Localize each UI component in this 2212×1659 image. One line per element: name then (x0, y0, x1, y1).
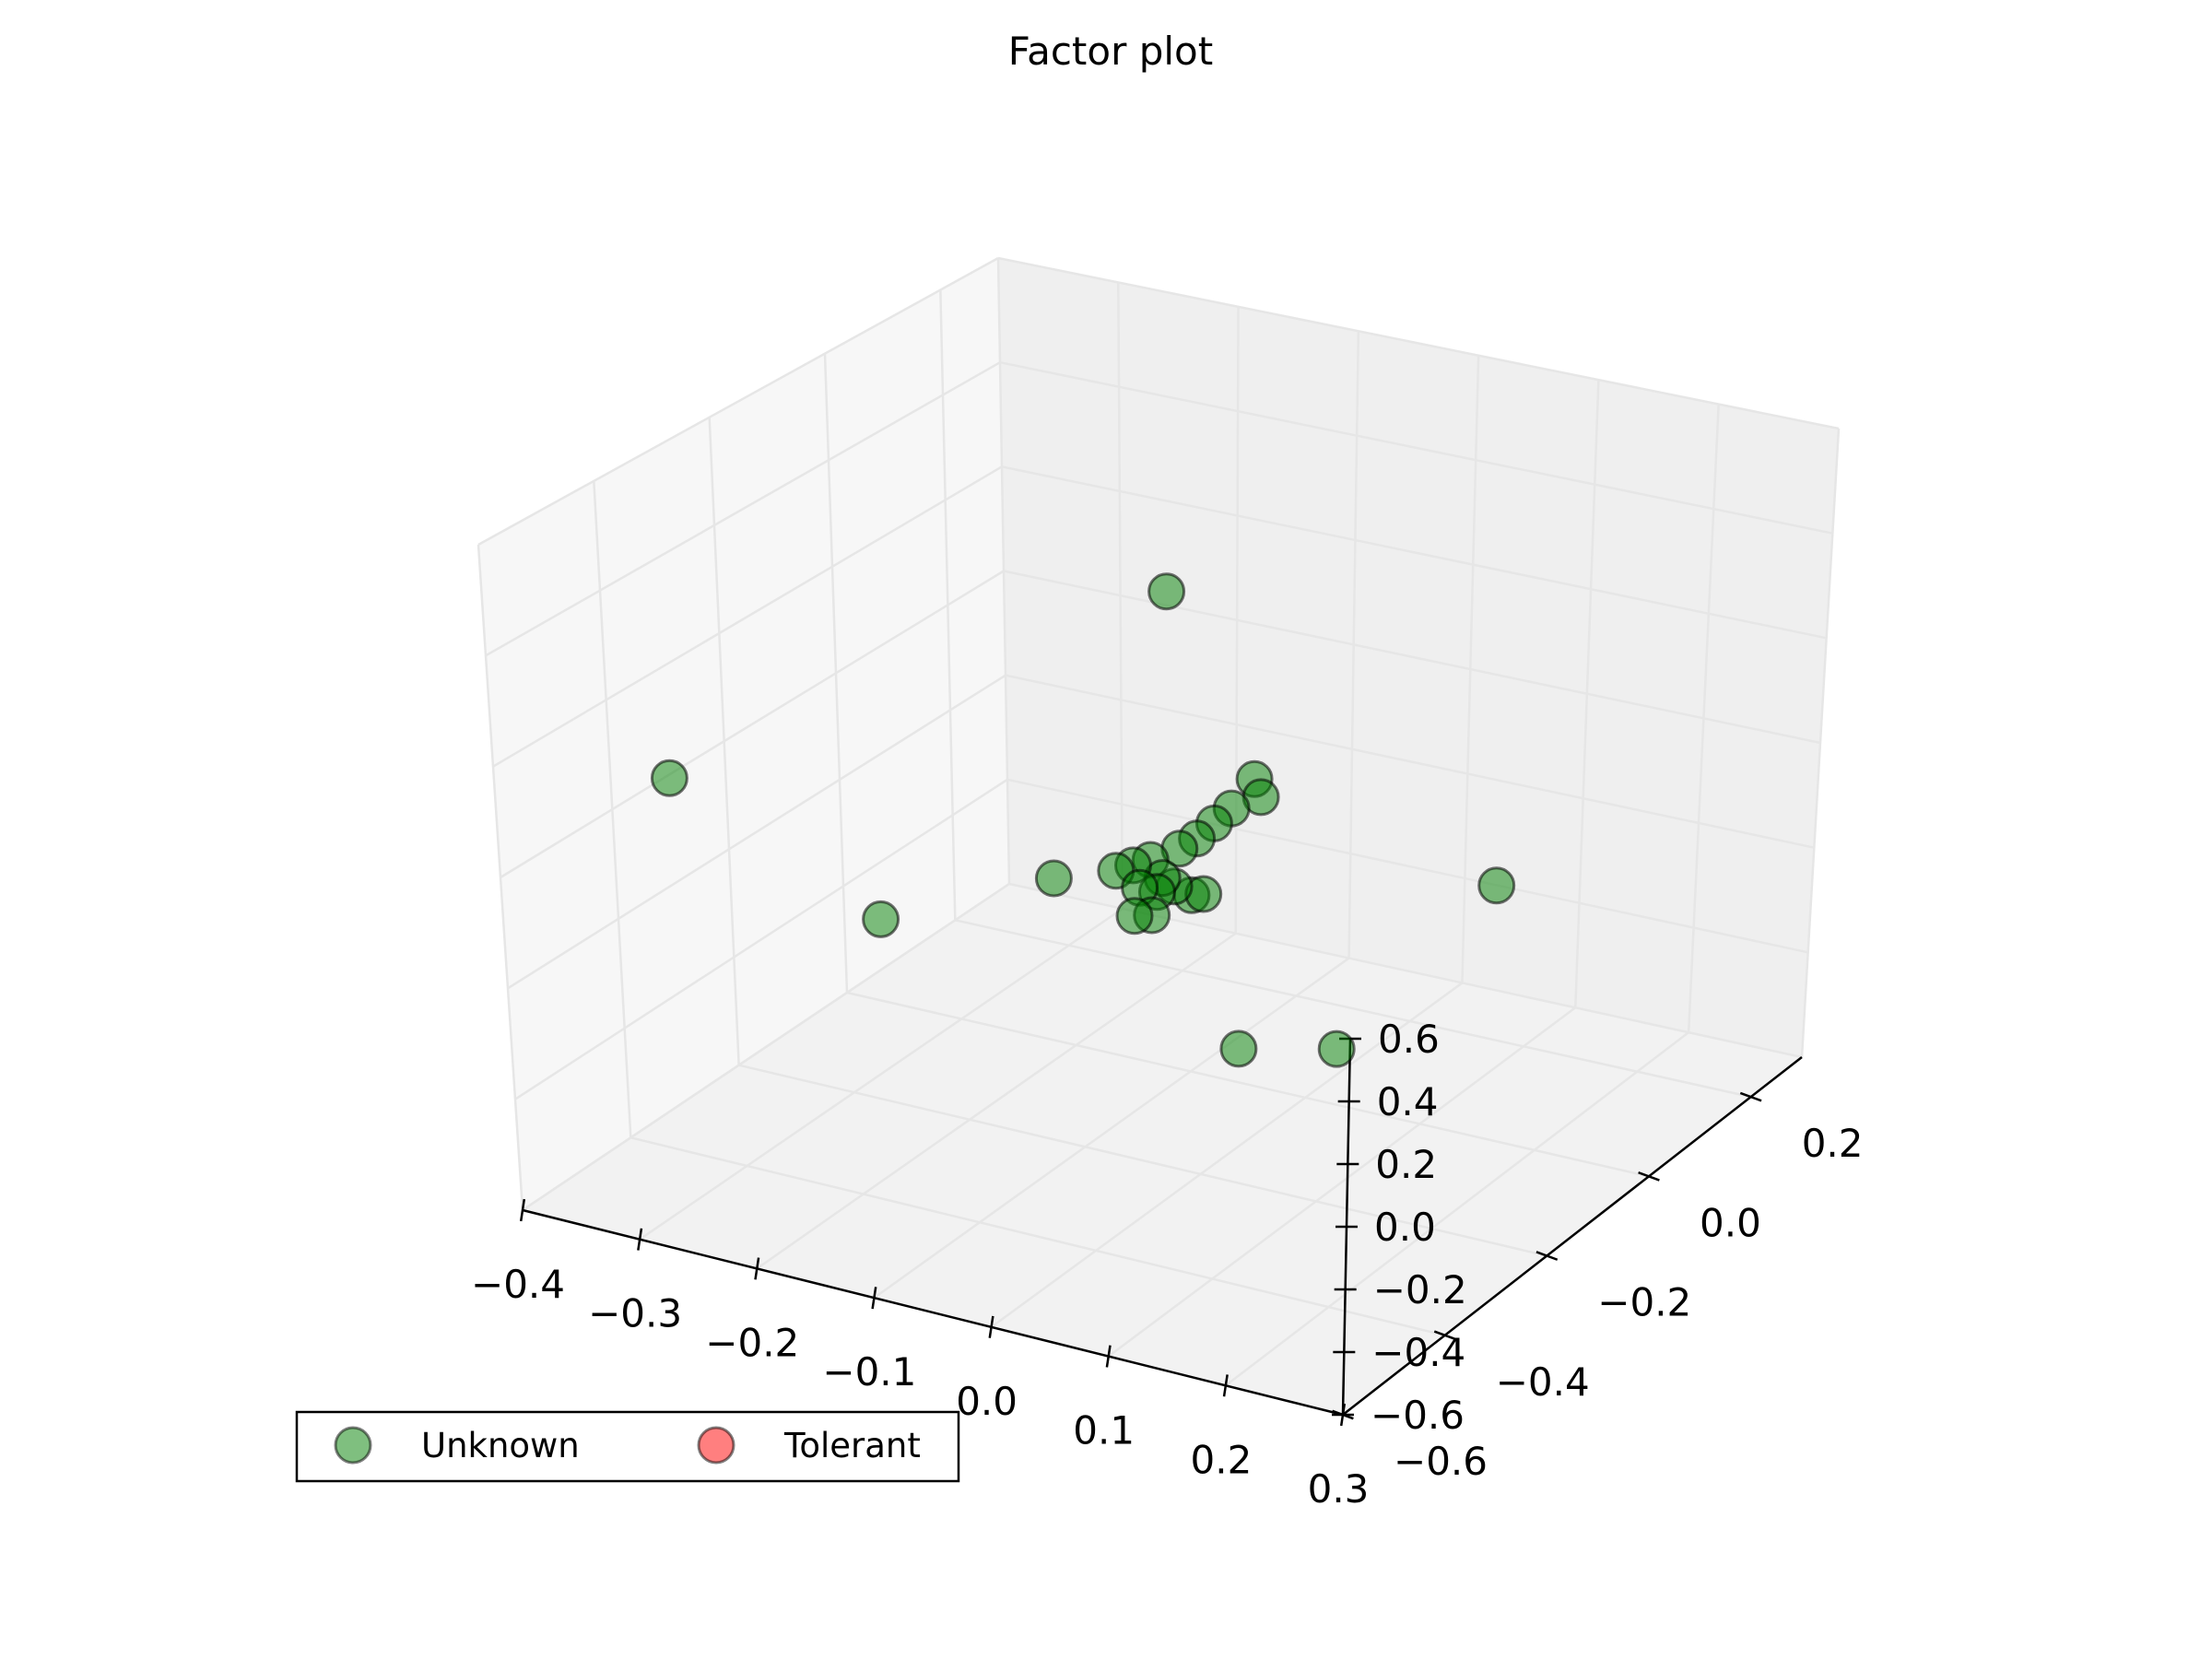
x-tick-label: −0.4 (471, 1262, 565, 1307)
legend-label-unknown: Unknown (421, 1426, 580, 1465)
data-point-unknown (862, 900, 900, 938)
scatter-points (650, 572, 1516, 1068)
x-tick-mark (637, 1228, 643, 1251)
x-axis-line (522, 1208, 1344, 1417)
x-tick-mark (519, 1198, 526, 1222)
z-tick-label: 0.6 (1378, 1017, 1440, 1062)
data-point-unknown (1147, 572, 1186, 611)
gridline-x-floor (756, 932, 1237, 1270)
x-tick-mark (871, 1287, 877, 1310)
y-axis-ticks: −0.6−0.4−0.20.00.2 (1332, 1091, 1864, 1484)
y-tick-mark (1638, 1171, 1660, 1182)
gridline-x-floor (1107, 1006, 1577, 1358)
z-tick-label: −0.2 (1373, 1267, 1467, 1312)
data-point-unknown (1477, 866, 1516, 905)
legend-marker-tolerant (697, 1426, 735, 1465)
legend-label-tolerant: Tolerant (783, 1426, 921, 1465)
z-axis-ticks: −0.6 −0.4 −0.2 0.0 0.2 0.4 0.6 (1332, 1017, 1467, 1438)
gridline-y-floor (630, 1136, 1445, 1336)
gridline-y-floor (955, 919, 1751, 1099)
legend-frame (295, 1410, 960, 1483)
gridline-z-back (999, 360, 1833, 535)
chart-title: Factor plot (1008, 29, 1213, 74)
z-tick-label: 0.2 (1375, 1142, 1437, 1187)
x-tick-label: −0.3 (588, 1291, 682, 1336)
gridline-z-back (997, 256, 1840, 430)
gridline-z-back (1003, 570, 1821, 745)
gridline-z-left (500, 570, 1005, 879)
x-tick-label: −0.1 (822, 1349, 916, 1394)
gridline-x-floor (1225, 1031, 1689, 1387)
x-tick-mark (1105, 1345, 1112, 1368)
x-tick-mark (754, 1257, 760, 1280)
x-tick-label: −0.2 (705, 1320, 799, 1365)
gridline-z-back (1005, 674, 1815, 849)
gridline-z-left (507, 674, 1006, 990)
gridline-y-floor (738, 1064, 1547, 1257)
y-tick-label: −0.6 (1394, 1439, 1488, 1484)
gridline-z-left (492, 465, 1003, 768)
x-tick-label: 0.2 (1191, 1437, 1253, 1482)
x-tick-mark (988, 1315, 994, 1338)
y-tick-label: −0.4 (1496, 1359, 1590, 1405)
gridline-z-back (1006, 778, 1808, 954)
data-point-unknown (1115, 897, 1154, 935)
gridline-x-floor (990, 982, 1464, 1328)
gridline-x-floor (873, 957, 1350, 1300)
gridline-z-left (477, 256, 999, 547)
gridline-z-left (514, 778, 1008, 1100)
y-axis-line (1342, 1056, 1803, 1416)
legend: Unknown Tolerant (295, 1410, 960, 1483)
data-point-unknown (1219, 1030, 1258, 1068)
gridline-y-floor (846, 991, 1650, 1178)
y-tick-mark (1739, 1091, 1762, 1102)
z-tick-label: 0.0 (1374, 1205, 1436, 1250)
floor-pane (523, 884, 1802, 1415)
gridlines (477, 256, 1841, 1417)
y-tick-mark (1433, 1330, 1456, 1341)
z-tick-label: −0.4 (1371, 1330, 1465, 1375)
x-axis-ticks: −0.4 −0.3 −0.2 −0.1 0.0 0.1 0.2 0.3 (471, 1198, 1370, 1512)
x-tick-label: 0.3 (1308, 1466, 1370, 1512)
x-tick-label: 0.1 (1073, 1408, 1135, 1453)
gridline-z-left (522, 882, 1010, 1212)
legend-marker-unknown (334, 1426, 372, 1465)
y-tick-mark (1535, 1251, 1559, 1261)
gridline-x-floor (639, 907, 1124, 1241)
gridline-z-back (1001, 465, 1827, 640)
z-tick-label: 0.4 (1377, 1079, 1439, 1124)
x-tick-mark (1222, 1374, 1229, 1397)
gridline-z-left (485, 361, 1001, 657)
data-point-unknown (650, 759, 688, 797)
y-tick-label: −0.2 (1597, 1280, 1691, 1325)
data-point-unknown (1034, 859, 1073, 898)
y-tick-label: 0.2 (1802, 1121, 1864, 1166)
y-tick-label: 0.0 (1700, 1200, 1761, 1245)
z-tick-label: −0.6 (1371, 1393, 1465, 1438)
data-point-unknown (1317, 1030, 1356, 1068)
x-tick-label: 0.0 (956, 1379, 1018, 1424)
